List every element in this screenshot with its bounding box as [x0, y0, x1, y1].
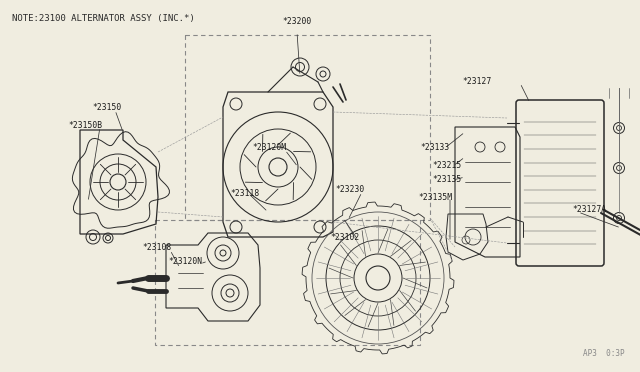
Bar	[155, 220, 420, 345]
Text: *23150B: *23150B	[68, 121, 102, 129]
Text: *23135: *23135	[432, 176, 461, 185]
Text: *23120M: *23120M	[252, 144, 286, 153]
Text: *23118: *23118	[230, 189, 259, 198]
Text: *23150: *23150	[92, 103, 121, 112]
Bar	[185, 35, 430, 220]
Text: *23135M: *23135M	[418, 192, 452, 202]
Text: *23215: *23215	[432, 161, 461, 170]
Text: *23127: *23127	[462, 77, 492, 87]
Text: AP3  0:3P: AP3 0:3P	[584, 349, 625, 358]
Text: *23200: *23200	[282, 17, 312, 26]
Text: NOTE:23100 ALTERNATOR ASSY (INC.*): NOTE:23100 ALTERNATOR ASSY (INC.*)	[12, 14, 195, 23]
Text: *23133: *23133	[420, 144, 449, 153]
Text: *23127A: *23127A	[572, 205, 606, 215]
Text: *23102: *23102	[330, 234, 359, 243]
Text: *23120N: *23120N	[168, 257, 202, 266]
Text: *23230: *23230	[335, 186, 364, 195]
Text: *23108: *23108	[142, 244, 172, 253]
